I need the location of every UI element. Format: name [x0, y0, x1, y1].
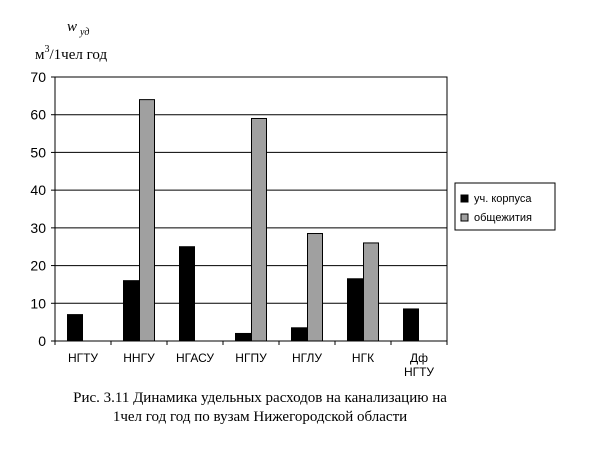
- bar-obshchezhitiya-5: [363, 242, 379, 342]
- y-axis-label-main: м: [35, 47, 45, 63]
- y-tick-label-70: 70: [30, 69, 46, 85]
- bar-uch-korpusa-6: [403, 308, 419, 342]
- bar-uch-korpusa-4: [291, 327, 307, 342]
- caption-line-1: Рис. 3.11 Динамика удельных расходов на …: [73, 390, 447, 406]
- y-axis-label-rest: /1чел год: [50, 47, 108, 63]
- bar-uch-korpusa-2: [179, 246, 195, 342]
- y-tick-label-60: 60: [30, 107, 46, 123]
- bar-uch-korpusa-1: [123, 280, 139, 342]
- plot-frame: [54, 76, 448, 342]
- x-category-label-1: ННГУ: [123, 351, 155, 365]
- y-axis-label: м3/1чел год: [35, 44, 107, 63]
- x-category-label-4: НГЛУ: [292, 351, 322, 365]
- y-tick-labels: 0 10 20 30 40 50 60 70: [30, 69, 55, 349]
- y-symbol-w: w: [67, 19, 77, 35]
- bar-uch-korpusa-0: [67, 314, 83, 342]
- caption-line-2: 1чел год год по вузам Нижегородской обла…: [112, 409, 408, 425]
- y-symbol-subscript: уд: [79, 27, 89, 38]
- y-tick-label-20: 20: [30, 258, 46, 274]
- legend-label-obshchezhitiya: общежития: [474, 212, 532, 224]
- x-category-label-0: НГТУ: [68, 351, 98, 365]
- bar-obshchezhitiya-4: [307, 233, 323, 342]
- bar-uch-korpusa-3: [235, 332, 251, 342]
- bar-obshchezhitiya-3: [251, 117, 267, 342]
- x-category-label-2: НГАСУ: [176, 351, 214, 365]
- bar-chart: 0 10 20 30 40 50 60 70 НГТУ ННГУ НГАСУ НГПУ НГЛУ НГК…: [30, 19, 556, 379]
- legend-label-uch-korpusa: уч. корпуса: [474, 193, 532, 205]
- bar-uch-korpusa-5: [347, 278, 363, 342]
- bars: [67, 99, 419, 342]
- figure-caption: Рис. 3.11 Динамика удельных расходов на …: [30, 389, 490, 427]
- y-tick-label-0: 0: [38, 333, 46, 349]
- x-category-label-3: НГПУ: [235, 351, 267, 365]
- legend-swatch-obshchezhitiya: [460, 213, 469, 222]
- x-category-label-6-line-1: НГТУ: [404, 365, 434, 379]
- y-tick-label-40: 40: [30, 182, 46, 198]
- y-tick-label-10: 10: [30, 295, 46, 311]
- legend-swatch-uch-korpusa: [460, 194, 469, 203]
- y-axis-label-sup: 3: [45, 44, 50, 55]
- bar-obshchezhitiya-1: [139, 99, 155, 342]
- y-tick-label-30: 30: [30, 220, 46, 236]
- x-category-label-6-line-0: Дф: [410, 351, 428, 365]
- legend: уч. корпуса общежития: [454, 182, 556, 231]
- legend-box: [454, 182, 556, 231]
- x-category-label-5: НГК: [352, 351, 374, 365]
- y-symbol: w уд: [67, 19, 89, 38]
- y-tick-label-50: 50: [30, 144, 46, 160]
